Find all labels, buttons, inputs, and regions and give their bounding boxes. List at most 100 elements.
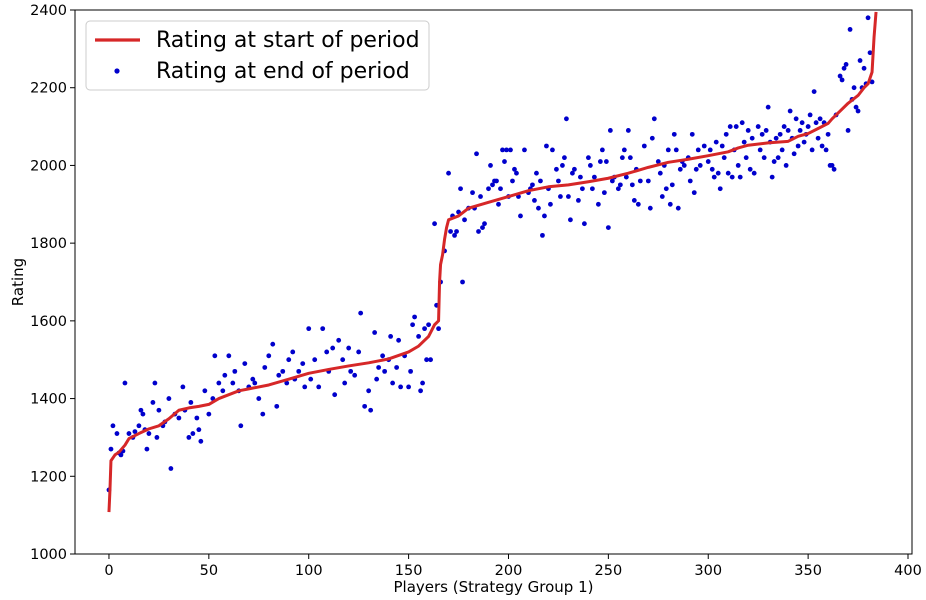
x-tick-label: 350: [794, 563, 822, 579]
scatter-point: [609, 178, 615, 184]
scatter-point: [122, 380, 128, 386]
scatter-point: [460, 279, 465, 285]
scatter-point: [607, 128, 613, 133]
scatter-point: [711, 174, 717, 180]
scatter-point: [206, 411, 212, 417]
scatter-point: [691, 190, 697, 196]
scatter-point: [270, 341, 276, 347]
scatter-point: [741, 139, 747, 145]
scatter-point: [232, 368, 238, 374]
scatter-point: [847, 27, 853, 32]
scatter-point: [368, 407, 374, 413]
legend: Rating at start of period Rating at end …: [85, 20, 430, 91]
scatter-point: [420, 380, 425, 386]
scatter-point: [202, 388, 208, 394]
scatter-point: [132, 429, 138, 434]
scatter-point: [280, 368, 286, 374]
scatter-point: [190, 431, 196, 436]
scatter-point: [675, 205, 681, 211]
scatter-point: [436, 326, 441, 332]
scatter-point: [799, 120, 805, 126]
scatter-point: [783, 163, 789, 168]
scatter-point: [110, 423, 116, 429]
scatter-point: [284, 380, 290, 386]
scatter-point: [250, 376, 256, 382]
scatter-point: [452, 232, 457, 238]
scatter-point: [560, 163, 565, 168]
scatter-point: [356, 349, 362, 355]
scatter-point: [765, 104, 771, 110]
scatter-point: [394, 365, 400, 370]
scatter-point: [374, 376, 380, 382]
scatter-point: [687, 178, 693, 184]
legend-dot-swatch: [114, 68, 120, 74]
scatter-point: [330, 345, 336, 351]
scatter-point: [352, 372, 358, 378]
scatter-point: [759, 131, 765, 137]
scatter-point: [829, 163, 835, 168]
scatter-point: [723, 131, 729, 137]
scatter-point: [769, 174, 775, 180]
scatter-point: [380, 353, 386, 359]
scatter-point: [713, 139, 719, 145]
scatter-point: [763, 128, 769, 133]
scatter-point: [637, 178, 643, 184]
scatter-point: [534, 170, 539, 176]
x-tick-label: 200: [495, 563, 523, 579]
scatter-point: [544, 143, 549, 149]
scatter-point: [793, 116, 799, 122]
scatter-point: [398, 384, 404, 390]
scatter-point: [737, 174, 743, 180]
scatter-point: [625, 128, 631, 133]
x-tick-label: 50: [200, 563, 218, 579]
scatter-point: [494, 178, 499, 184]
x-tick-label: 150: [395, 563, 423, 579]
scatter-point: [843, 62, 849, 67]
scatter-point: [865, 15, 871, 21]
scatter-point: [390, 380, 396, 386]
scatter-point: [693, 166, 699, 172]
scatter-point: [396, 337, 402, 343]
scatter-point: [853, 104, 859, 110]
scatter-point: [346, 345, 352, 351]
scatter-point: [707, 147, 713, 153]
scatter-point: [669, 182, 675, 188]
scatter-point: [605, 225, 611, 231]
scatter-point: [136, 423, 142, 429]
scatter-point: [220, 388, 226, 394]
scatter-point: [424, 357, 429, 363]
scatter-point: [619, 155, 625, 161]
scatter-point: [857, 58, 863, 63]
x-tick-label: 250: [595, 563, 623, 579]
scatter-point: [831, 166, 837, 172]
scatter-point: [490, 182, 495, 188]
scatter-point: [851, 85, 857, 91]
x-tick-label: 300: [694, 563, 722, 579]
scatter-point: [478, 194, 483, 199]
scatter-point: [252, 380, 258, 386]
scatter-point: [146, 431, 152, 436]
scatter-point: [757, 147, 763, 153]
scatter-point: [324, 349, 330, 355]
scatter-point: [540, 232, 545, 238]
scatter-point: [627, 155, 633, 161]
scatter-point: [566, 194, 571, 199]
scatter-point: [188, 400, 194, 405]
legend-box: [85, 20, 430, 91]
y-axis: 1000 1200 1400 1600 1800 2000 2200 2400: [30, 3, 75, 563]
scatter-point: [568, 217, 573, 223]
scatter-point: [300, 361, 306, 366]
scatter-point: [416, 334, 421, 339]
scatter-point: [458, 186, 463, 192]
y-tick-label: 2400: [30, 3, 67, 19]
scatter-point: [138, 407, 144, 413]
scatter-point: [556, 178, 561, 184]
scatter-point: [671, 131, 677, 137]
scatter-point: [649, 135, 655, 141]
scatter-point: [156, 407, 162, 413]
scatter-point: [623, 174, 629, 180]
scatter-point: [408, 368, 413, 374]
scatter-point: [595, 201, 601, 207]
scatter-point: [308, 376, 314, 382]
scatter-point: [667, 201, 673, 207]
